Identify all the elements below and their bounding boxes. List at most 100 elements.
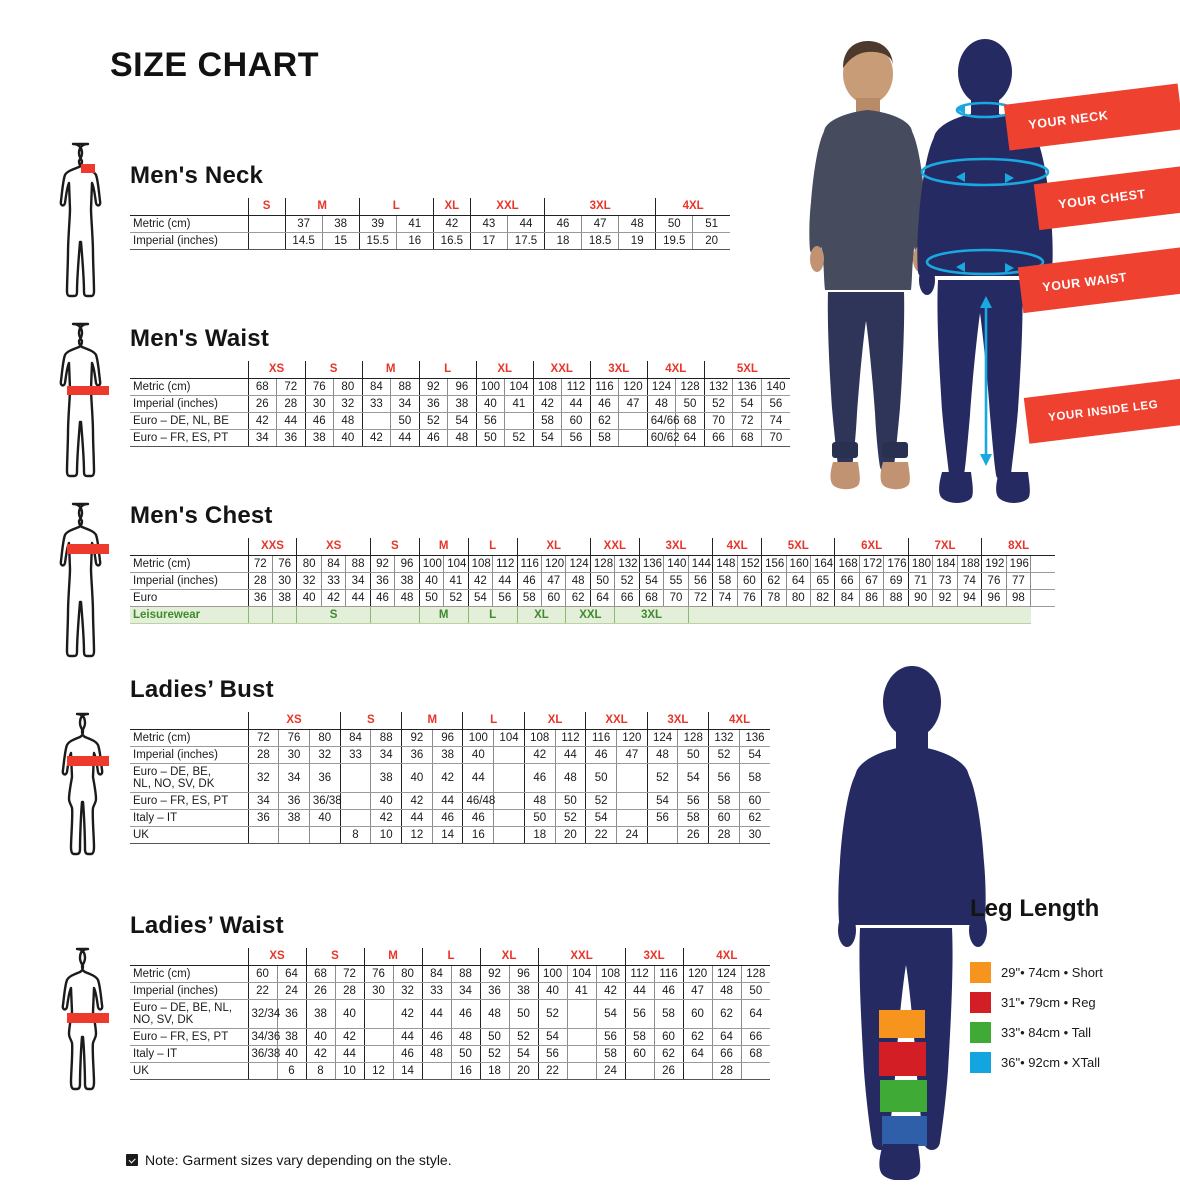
size-cell: 10 [370, 826, 402, 844]
size-cell: 10 [334, 1062, 365, 1080]
size-cell: 30 [278, 746, 310, 764]
section-heading: Men's Neck [130, 162, 264, 189]
size-cell: 40 [305, 1028, 335, 1046]
size-cell: 56 [646, 809, 678, 827]
table-row: UK 8 10 12 14 16 18 20 22 24 26 28 30 [130, 826, 771, 844]
size-cell: 188 [956, 555, 982, 573]
row-label: Euro [130, 589, 248, 607]
size-cell: 32 [333, 395, 363, 413]
size-cell: 180 [907, 555, 933, 573]
size-cell: 80 [333, 378, 363, 396]
table-mens-waist: XS S M L XL XXL 3XL 4XL 5XL Metric (cm) 68 72 76 80 84… [130, 361, 790, 447]
size-cell [308, 826, 341, 844]
size-cell: 77 [1005, 572, 1031, 590]
size-cell: 30 [363, 982, 394, 1000]
size-group-header: 4XL [655, 198, 730, 216]
section-heading: Ladies’ Bust [130, 676, 274, 703]
size-cell: 128 [589, 555, 615, 573]
size-cell: 196 [1005, 555, 1031, 573]
size-group-header: 5XL [703, 361, 790, 379]
table-row: Italy – IT 36 38 40 42 44 46 46 50 52 54 56 58 60 62 [130, 809, 771, 827]
size-cell: 40 [401, 763, 433, 793]
size-cell: 46/48 [462, 792, 495, 810]
size-cell: 42 [305, 1045, 335, 1063]
size-cell [278, 826, 310, 844]
size-cell: 66 [834, 572, 860, 590]
table-corner [130, 198, 249, 216]
size-cell: 132 [708, 729, 740, 747]
size-cell: 48 [618, 215, 656, 233]
row-label: Metric (cm) [130, 965, 248, 983]
size-group-header: 3XL [646, 712, 709, 730]
size-cell [421, 1062, 452, 1080]
size-cell: 76 [981, 572, 1007, 590]
table-mens-neck: S M L XL XXL 3XL 4XL Metric (cm) 37 38 39 41 42 43 44 4… [130, 198, 750, 250]
size-cell: 42 [532, 395, 562, 413]
size-cell: 58 [595, 1045, 626, 1063]
size-cell: 98 [1005, 589, 1031, 607]
body-bust-icon [56, 710, 120, 870]
body-neck-icon [56, 140, 120, 300]
size-group-header: L [358, 198, 434, 216]
size-cell: 44 [431, 792, 463, 810]
leg-length-label: 31"• 79cm • Reg [1001, 995, 1096, 1010]
size-cell: 18 [479, 1062, 510, 1080]
size-cell: 38 [508, 982, 539, 1000]
size-cell: 54 [732, 395, 762, 413]
size-cell: 15.5 [358, 232, 397, 250]
size-cell: 58 [653, 999, 684, 1029]
section-mens-waist: Men's Waist XS S M L XL XXL 3XL 4XL 5XL Metric (c… [130, 325, 790, 447]
size-cell: 40 [462, 746, 494, 764]
size-cell: 62 [589, 412, 619, 430]
size-cell: 104 [443, 555, 469, 573]
size-group-header: 4XL [646, 361, 705, 379]
size-cell [740, 1062, 771, 1080]
table-row: Imperial (inches) 22 24 26 28 30 32 33 34 36 38 40 4… [130, 982, 771, 1000]
size-cell: 60 [708, 809, 740, 827]
size-cell [361, 412, 391, 430]
size-cell: 50 [655, 215, 693, 233]
size-cell: 33 [361, 395, 391, 413]
size-cell [339, 763, 371, 793]
size-cell: 16 [450, 1062, 481, 1080]
size-cell: 50 [740, 982, 771, 1000]
footer-note: Note: Garment sizes vary depending on th… [126, 1152, 452, 1168]
size-cell [247, 1062, 277, 1080]
body-ladies-waist-icon [56, 945, 120, 1105]
size-group-header: 3XL [589, 361, 648, 379]
size-group-header: XL [432, 198, 471, 216]
size-cell: 56 [687, 572, 713, 590]
size-cell: 18 [544, 232, 582, 250]
size-cell: 42 [361, 429, 391, 447]
size-cell: 48 [565, 572, 591, 590]
row-label: UK [130, 1062, 248, 1080]
size-cell: 40 [276, 1045, 306, 1063]
size-cell [247, 215, 286, 233]
size-cell: 28 [708, 826, 740, 844]
size-cell: 112 [554, 729, 586, 747]
size-cell: 42 [467, 572, 493, 590]
size-cell: 56 [677, 792, 709, 810]
size-cell: 48 [333, 412, 363, 430]
size-cell: 42 [334, 1028, 365, 1046]
table-row: Euro 36 38 40 42 44 46 48 50 52 54 56 58 60 62 64 66 68 70… [130, 589, 1056, 607]
size-cell [682, 1062, 713, 1080]
leg-length-bands [879, 1010, 927, 1146]
size-cell: 52 [646, 763, 678, 793]
size-cell: 38 [304, 429, 334, 447]
size-cell: 50 [675, 395, 705, 413]
size-cell: 50 [585, 763, 617, 793]
size-cell: 74 [956, 572, 982, 590]
size-cell: 116 [653, 965, 684, 983]
size-cell: 72 [687, 589, 713, 607]
size-group-header: L [467, 538, 518, 556]
size-cell: 69 [883, 572, 909, 590]
size-cell: 36 [418, 395, 448, 413]
size-cell: 37 [284, 215, 323, 233]
size-cell: 48 [479, 999, 510, 1029]
size-cell: 140 [760, 378, 790, 396]
size-cell: 66 [711, 1045, 742, 1063]
size-cell: 76 [736, 589, 762, 607]
size-cell: 66 [740, 1028, 771, 1046]
size-cell: 28 [247, 746, 279, 764]
